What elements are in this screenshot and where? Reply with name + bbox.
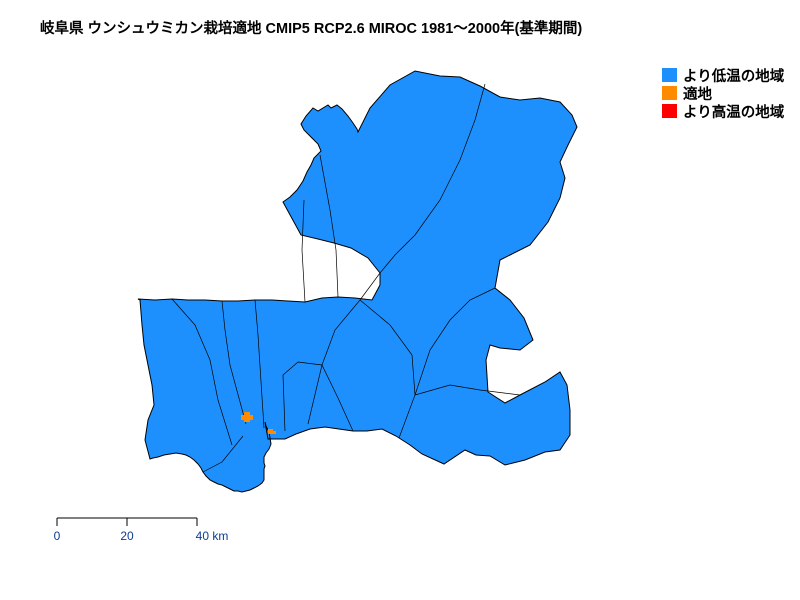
svg-text:0: 0 [54, 529, 61, 543]
svg-text:20: 20 [120, 529, 134, 543]
svg-text:40 km: 40 km [196, 529, 229, 543]
